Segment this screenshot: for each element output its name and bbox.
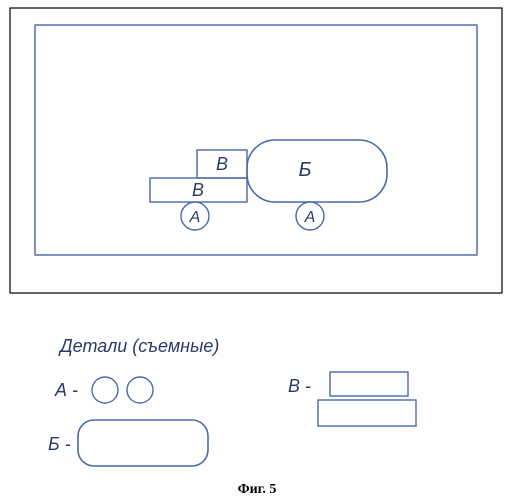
cab-bottom-label: В	[192, 180, 204, 200]
parts-title: Детали (съемные)	[58, 336, 219, 356]
part-v-rect-1	[330, 372, 408, 396]
wheel-rear-label: А	[304, 209, 316, 226]
outer-frame	[10, 8, 502, 293]
part-b-shape	[78, 420, 208, 466]
part-a-circle-1	[92, 377, 118, 403]
part-v-label: В -	[288, 376, 311, 396]
tank-label: Б	[298, 159, 311, 181]
cab-top-label: В	[216, 154, 228, 174]
part-v-rect-2	[318, 400, 416, 426]
part-a-label: А -	[54, 380, 78, 400]
wheel-rear: А	[296, 202, 324, 230]
part-b-label: Б -	[48, 434, 71, 454]
wheel-front-label: А	[189, 209, 201, 226]
figure-caption: Фиг. 5	[238, 482, 277, 497]
figure-svg: Б В В А А Детали (съемные) А - Б - В - Ф…	[0, 0, 515, 500]
wheel-front: А	[181, 202, 209, 230]
part-a-circle-2	[127, 377, 153, 403]
